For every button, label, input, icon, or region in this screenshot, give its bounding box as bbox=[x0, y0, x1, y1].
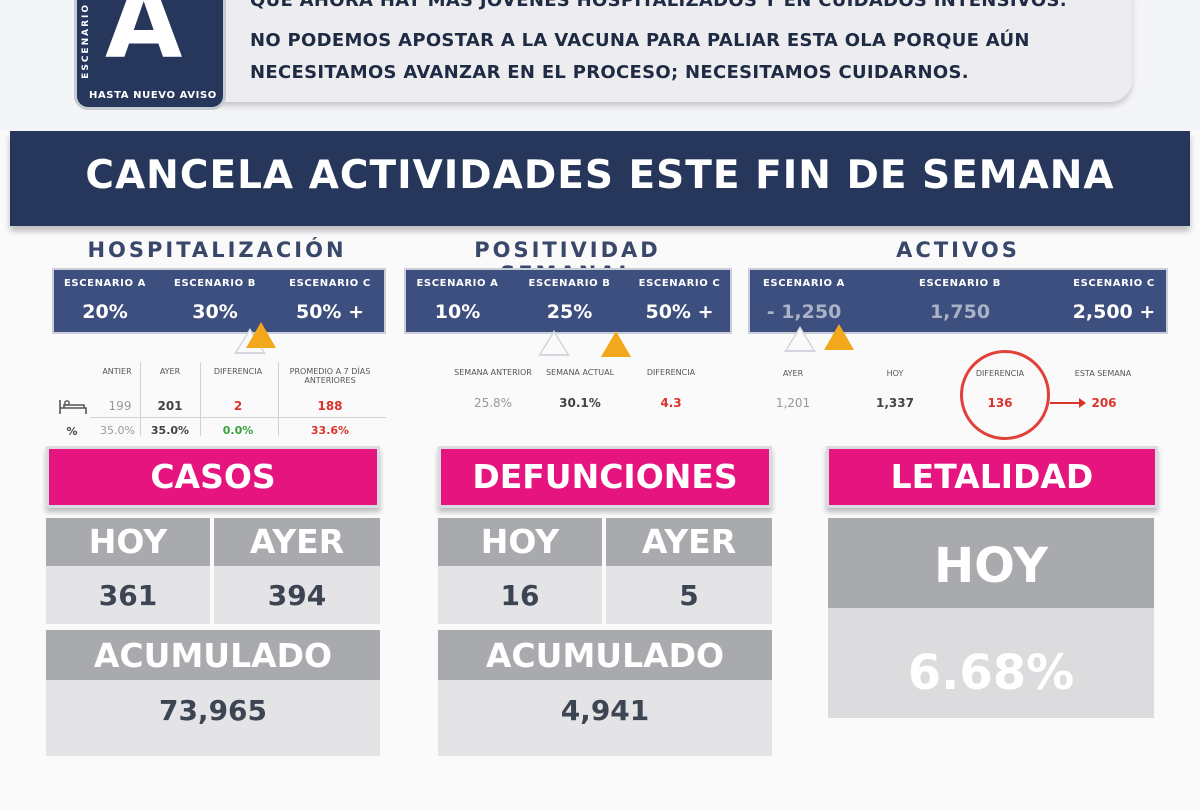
pos-scenarios: ESCENARIO A 10% ESCENARIO B 25% ESCENARIO … bbox=[404, 268, 732, 334]
def-hoy-value: 16 bbox=[438, 566, 602, 624]
casos-hoy-label: HOY bbox=[46, 518, 210, 566]
pos-diferencia-value: 4.3 bbox=[660, 396, 682, 410]
act-diferencia-value: 136 bbox=[987, 396, 1013, 410]
notice-line-2: NO PODEMOS APOSTAR A LA VACUNA PARA PALI… bbox=[250, 30, 1030, 51]
hosp-antier-pct: 35.0% bbox=[100, 424, 135, 437]
notice-line-1: QUE AHORA HAY MÁS JÓVENES HOSPITALIZADOS… bbox=[250, 0, 1067, 11]
hosp-promedio-pct: 33.6% bbox=[310, 424, 350, 437]
act-scen-a-value: - 1,250 bbox=[766, 301, 842, 323]
act-col-ayer: AYER bbox=[782, 369, 804, 378]
hosp-scen-b-label: ESCENARIO B bbox=[174, 278, 256, 289]
pos-scen-c-value: 50% + bbox=[645, 301, 714, 323]
badge-vertical-label: ESCENARIO bbox=[81, 3, 91, 79]
badge-letter: A bbox=[105, 0, 183, 81]
hospital-bed-icon bbox=[58, 396, 88, 420]
hosp-col-antier: ANTIER bbox=[102, 367, 132, 376]
badge-footer: HASTA NUEVO AVISO bbox=[89, 90, 217, 101]
hosp-diferencia-pct: 0.0% bbox=[222, 424, 254, 437]
hosp-scen-b-value: 30% bbox=[192, 301, 238, 323]
act-scen-b-value: 1,750 bbox=[929, 301, 991, 323]
main-banner: CANCELA ACTIVIDADES ESTE FIN DE SEMANA bbox=[10, 131, 1190, 226]
banner-title: CANCELA ACTIVIDADES ESTE FIN DE SEMANA bbox=[85, 153, 1115, 198]
warning-triangle-icon bbox=[246, 322, 276, 348]
hosp-col-promedio: PROMEDIO A 7 DÍAS ANTERIORES bbox=[289, 367, 371, 385]
pos-col-actual: SEMANA ACTUAL bbox=[545, 368, 615, 377]
notice-box: QUE AHORA HAY MÁS JÓVENES HOSPITALIZADOS… bbox=[212, 0, 1132, 102]
casos-acum-value: 73,965 bbox=[46, 680, 380, 756]
casos-ayer-value: 394 bbox=[214, 566, 380, 624]
def-ayer-value: 5 bbox=[606, 566, 772, 624]
header-area: QUE AHORA HAY MÁS JÓVENES HOSPITALIZADOS… bbox=[0, 0, 1200, 130]
act-scen-b-label: ESCENARIO B bbox=[919, 278, 1001, 289]
hosp-ayer-pct: 35.0% bbox=[150, 424, 190, 437]
pos-anterior-value: 25.8% bbox=[473, 396, 513, 410]
def-ayer-label: AYER bbox=[606, 518, 772, 566]
act-hoy-value: 1,337 bbox=[876, 396, 914, 410]
hosp-promedio-value: 188 bbox=[317, 399, 343, 413]
pos-scen-a-value: 10% bbox=[434, 301, 481, 323]
pos-scen-a-label: ESCENARIO A bbox=[416, 278, 499, 289]
casos-acum-label: ACUMULADO bbox=[46, 630, 380, 680]
act-scen-c-label: ESCENARIO C bbox=[1073, 278, 1155, 289]
outline-triangle-icon bbox=[784, 326, 816, 352]
hosp-scen-c-label: ESCENARIO C bbox=[289, 278, 371, 289]
pos-scen-b-value: 25% bbox=[546, 301, 593, 323]
casos-header: CASOS bbox=[46, 446, 380, 508]
scenario-badge: ESCENARIO A HASTA NUEVO AVISO bbox=[74, 0, 226, 110]
hosp-scenarios: ESCENARIO A 20% ESCENARIO B 30% ESCENARIO … bbox=[52, 268, 386, 334]
casos-hoy-value: 361 bbox=[46, 566, 210, 624]
let-header: LETALIDAD bbox=[826, 446, 1158, 508]
act-col-esta-semana: ESTA SEMANA bbox=[1074, 369, 1132, 378]
def-acum-value: 4,941 bbox=[438, 680, 772, 756]
def-hoy-label: HOY bbox=[438, 518, 602, 566]
pos-col-diferencia: DIFERENCIA bbox=[646, 368, 696, 377]
casos-ayer-label: AYER bbox=[214, 518, 380, 566]
let-value: 6.68% bbox=[828, 608, 1154, 718]
warning-triangle-icon bbox=[824, 324, 854, 350]
warning-triangle-icon bbox=[601, 331, 631, 357]
act-scen-c-value: 2,500 + bbox=[1072, 301, 1156, 323]
pos-actual-value: 30.1% bbox=[559, 396, 601, 410]
act-scenarios: ESCENARIO A - 1,250 ESCENARIO B 1,750 ESCE… bbox=[748, 268, 1168, 334]
hosp-scen-a-value: 20% bbox=[82, 301, 128, 323]
pos-scen-b-label: ESCENARIO B bbox=[528, 278, 611, 289]
act-scen-a-label: ESCENARIO A bbox=[762, 278, 846, 289]
def-acum-label: ACUMULADO bbox=[438, 630, 772, 680]
hosp-scen-a-label: ESCENARIO A bbox=[63, 278, 147, 289]
notice-line-3: NECESITAMOS AVANZAR EN EL PROCESO; NECES… bbox=[250, 62, 969, 83]
hosp-diferencia-value: 2 bbox=[233, 399, 243, 413]
def-header: DEFUNCIONES bbox=[438, 446, 772, 508]
act-ayer-value: 1,201 bbox=[775, 396, 811, 410]
highlight-circle bbox=[960, 350, 1050, 440]
percent-label: % bbox=[66, 425, 78, 438]
hosp-col-diferencia: DIFERENCIA bbox=[213, 367, 263, 376]
pos-scen-c-label: ESCENARIO C bbox=[638, 278, 721, 289]
act-col-hoy: HOY bbox=[886, 369, 904, 378]
outline-triangle-icon bbox=[538, 330, 570, 356]
arrow-right-icon bbox=[1050, 398, 1086, 408]
let-hoy-label: HOY bbox=[828, 518, 1154, 608]
hosp-title: HOSPITALIZACIÓN bbox=[87, 238, 347, 262]
hosp-antier-value: 199 bbox=[108, 399, 132, 413]
hosp-scen-c-value: 50% + bbox=[295, 301, 364, 323]
act-title: ACTIVOS bbox=[896, 238, 1020, 262]
act-semana-value: 206 bbox=[1091, 396, 1117, 410]
pos-col-anterior: SEMANA ANTERIOR bbox=[454, 368, 532, 377]
hosp-ayer-value: 201 bbox=[157, 399, 183, 413]
hosp-col-ayer: AYER bbox=[159, 367, 181, 376]
